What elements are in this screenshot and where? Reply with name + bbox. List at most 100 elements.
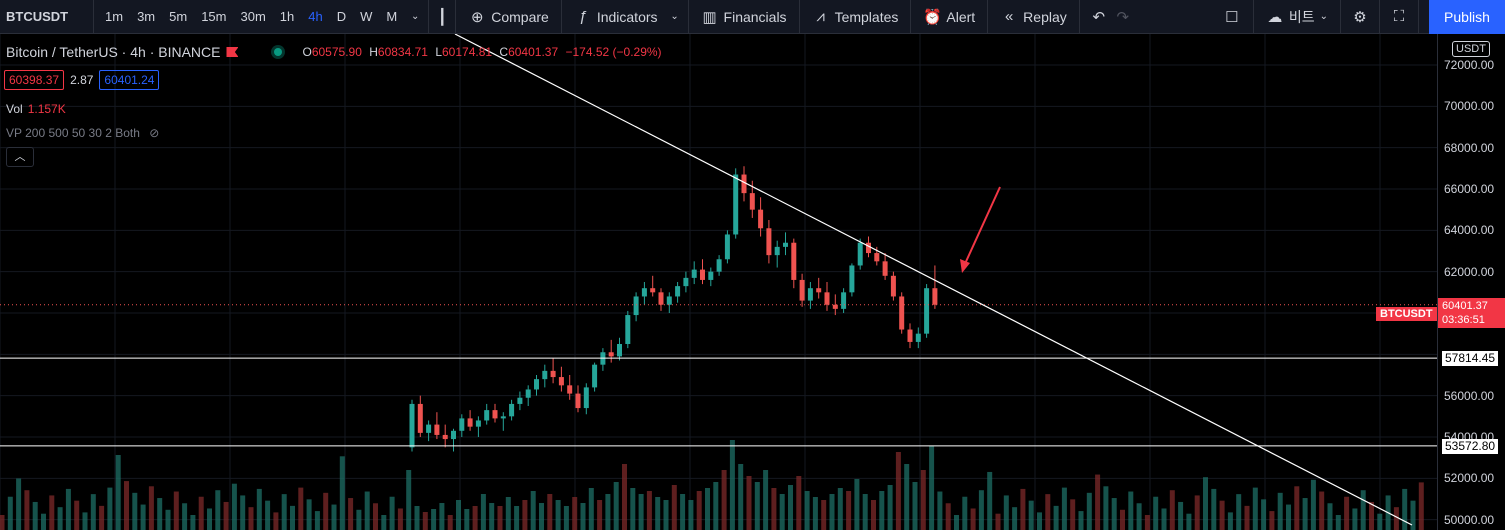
- chevron-down-icon[interactable]: ⌄: [670, 11, 679, 22]
- volume-bar: [497, 506, 503, 530]
- chevron-down-icon[interactable]: ⌄: [411, 11, 420, 22]
- volume-bar: [1286, 504, 1291, 530]
- currency-selector[interactable]: USDT: [1452, 41, 1490, 57]
- gear-icon[interactable]: ⚙: [1353, 8, 1367, 26]
- volume-bar: [1020, 488, 1026, 530]
- price-chart[interactable]: [0, 34, 1437, 530]
- spread: 2.87: [70, 73, 94, 87]
- alert-button[interactable]: ⏰ Alert: [923, 8, 976, 26]
- volume-bar: [7, 496, 13, 530]
- chart-legend: Bitcoin / TetherUS · 4h · BINANCE O60575…: [6, 44, 662, 60]
- volume-bar: [1418, 482, 1424, 530]
- undo-icon[interactable]: ↶: [1092, 8, 1106, 26]
- flag-icon[interactable]: [226, 47, 239, 57]
- volume-bar: [281, 494, 287, 530]
- volume-bar: [812, 497, 818, 530]
- volume-bar: [680, 494, 686, 530]
- volume-bar: [456, 500, 461, 530]
- candle-body: [426, 424, 432, 433]
- volume-bar: [24, 490, 30, 530]
- volume-bar: [472, 506, 478, 530]
- volume-bar: [49, 495, 55, 530]
- volume-bar: [265, 500, 271, 530]
- volume-bar: [124, 481, 129, 530]
- timeframe-3m[interactable]: 3m: [137, 8, 156, 24]
- volume-bar: [1161, 508, 1167, 530]
- redo-icon[interactable]: ↷: [1116, 8, 1130, 26]
- timeframe-30m[interactable]: 30m: [240, 8, 266, 24]
- volume-bar: [1402, 488, 1408, 530]
- volume-bar: [273, 512, 279, 530]
- timeframe-W[interactable]: W: [360, 8, 373, 24]
- candle-style-icon[interactable]: ┃: [437, 8, 447, 26]
- collapse-legend-button[interactable]: ︿: [6, 147, 34, 167]
- candle-body: [484, 410, 490, 421]
- replay-button[interactable]: «Replay: [992, 0, 1075, 34]
- layout-square-icon[interactable]: ☐: [1225, 8, 1239, 26]
- volume-bar: [364, 491, 370, 530]
- timeframe-1h[interactable]: 1h: [279, 8, 295, 24]
- candle-body: [807, 288, 813, 301]
- candle-body: [766, 228, 772, 256]
- volume-bar: [837, 488, 843, 530]
- sell-price[interactable]: 60398.37: [4, 70, 65, 90]
- volume-bar: [572, 497, 578, 530]
- volume-bar: [912, 482, 918, 530]
- candle-body: [467, 418, 473, 427]
- timeframe-4h[interactable]: 4h: [308, 8, 323, 24]
- timeframe-D[interactable]: D: [336, 8, 347, 24]
- timeframe-15m[interactable]: 15m: [201, 8, 227, 24]
- volume-bar: [1111, 498, 1117, 530]
- trend-line: [454, 34, 1413, 526]
- volume-bar: [157, 498, 163, 530]
- volume-bar: [198, 496, 204, 530]
- volume-bar: [323, 492, 329, 530]
- volume-bar: [1070, 499, 1076, 530]
- volume-bar: [1128, 491, 1134, 530]
- volume-bar: [414, 506, 420, 530]
- candle-body: [874, 253, 880, 262]
- templates-button[interactable]: ⩘ Templates: [804, 0, 907, 34]
- divider: [687, 0, 689, 34]
- eye-off-icon[interactable]: ⊘: [149, 126, 160, 140]
- financials-button[interactable]: ▥ Financials: [702, 8, 787, 26]
- symbol-search[interactable]: BTCUSDT: [0, 0, 94, 34]
- volume-bar: [1078, 511, 1084, 530]
- candle-body: [741, 174, 747, 194]
- timeframe-5m[interactable]: 5m: [169, 8, 188, 24]
- timeframe-M[interactable]: M: [386, 8, 398, 24]
- buy-price[interactable]: 60401.24: [99, 70, 160, 90]
- divider: [1078, 0, 1080, 34]
- price-tick: 52000.00: [1444, 471, 1495, 486]
- candle-body: [724, 234, 730, 260]
- cloud-layout-button[interactable]: ☁ 비트 ⌄: [1267, 8, 1328, 26]
- volume-bar: [1294, 486, 1300, 530]
- series-title: Bitcoin / TetherUS · 4h · BINANCE: [6, 44, 221, 60]
- volume-bar: [1369, 501, 1374, 530]
- volume-bar: [1377, 513, 1383, 530]
- candle-body: [550, 370, 556, 378]
- timeframe-1m[interactable]: 1m: [105, 8, 124, 24]
- volume-bar: [173, 491, 179, 530]
- volume-bar: [1120, 509, 1125, 530]
- volume-bar: [597, 500, 603, 530]
- volume-bar: [696, 491, 702, 530]
- publish-button[interactable]: Publish: [1429, 0, 1505, 34]
- compare-button[interactable]: ⊕ Compare: [460, 0, 557, 34]
- volume-bar: [555, 500, 561, 530]
- volume-bar: [115, 455, 121, 530]
- divider: [987, 0, 989, 34]
- candle-body: [857, 242, 863, 266]
- volume-bar: [1136, 503, 1142, 530]
- volume-bar: [1410, 500, 1416, 530]
- candle-body: [617, 344, 622, 357]
- fullscreen-icon[interactable]: ⛶: [1393, 8, 1405, 25]
- indicators-button[interactable]: ƒ Indicators: [566, 0, 666, 34]
- volume-bar: [705, 488, 710, 530]
- volume-bar: [771, 488, 777, 530]
- candle-body: [683, 277, 689, 287]
- price-axis[interactable]: USDT 72000.00 70000.00 68000.00 66000.00 640…: [1437, 34, 1505, 530]
- volume-bar: [99, 505, 105, 530]
- volume-bar: [871, 500, 876, 530]
- volume-bar: [1277, 492, 1283, 530]
